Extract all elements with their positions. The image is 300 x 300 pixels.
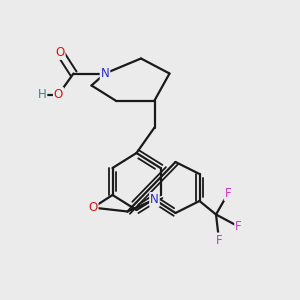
Text: H: H (38, 88, 46, 101)
Text: N: N (100, 67, 109, 80)
Text: F: F (225, 187, 231, 200)
Text: O: O (56, 46, 64, 59)
Text: F: F (216, 233, 222, 247)
Text: F: F (235, 220, 242, 233)
Text: O: O (88, 201, 98, 214)
Text: N: N (150, 193, 159, 206)
Text: O: O (54, 88, 63, 101)
